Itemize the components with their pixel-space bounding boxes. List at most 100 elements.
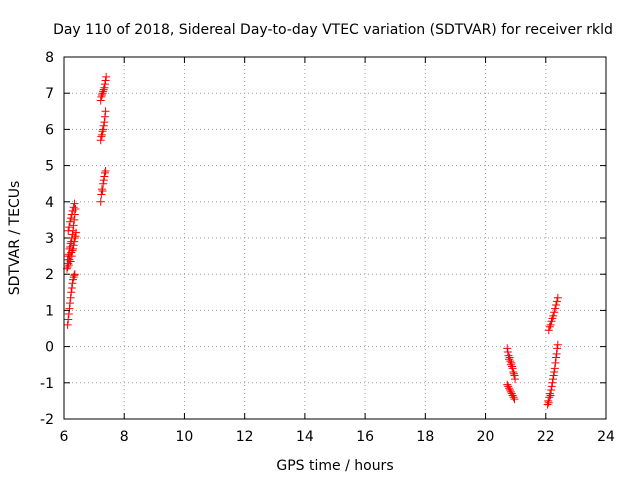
data-point (507, 389, 516, 398)
data-point (505, 386, 514, 395)
data-point (508, 362, 517, 371)
data-point (64, 252, 73, 261)
y-tick-label: 7 (45, 86, 54, 102)
data-point (503, 348, 512, 357)
data-point (70, 215, 79, 224)
y-axis-label: SDTVAR / TECUs (7, 181, 23, 296)
data-point (68, 230, 77, 239)
data-point (97, 92, 106, 101)
x-tick-label: 18 (416, 429, 434, 445)
data-point (102, 72, 111, 81)
y-tick-label: 2 (45, 267, 54, 283)
data-point (100, 83, 109, 92)
data-point (97, 132, 106, 141)
data-point (552, 297, 561, 306)
data-point (65, 304, 74, 313)
data-point (69, 203, 78, 212)
data-point (70, 199, 79, 208)
data-point (550, 367, 559, 376)
data-point (96, 197, 105, 206)
data-point (545, 322, 554, 331)
data-point (101, 107, 110, 116)
data-point (68, 206, 77, 215)
data-point (100, 118, 109, 127)
x-tick-label: 6 (60, 429, 69, 445)
data-point (66, 299, 75, 308)
data-point (67, 283, 76, 292)
y-tick-label: 3 (45, 231, 54, 247)
data-point (549, 371, 558, 380)
data-point (66, 217, 75, 226)
data-point (99, 87, 108, 96)
data-point (97, 130, 106, 139)
data-point (546, 391, 555, 400)
data-point (96, 136, 105, 145)
y-tick-label: 8 (45, 50, 54, 66)
data-point (544, 326, 553, 335)
data-point (506, 357, 515, 366)
data-point (98, 89, 107, 98)
data-point (64, 261, 73, 270)
y-tick-label: 1 (45, 303, 54, 319)
data-point (66, 243, 75, 252)
data-point (66, 239, 75, 248)
data-point (549, 375, 558, 384)
data-point (96, 96, 105, 105)
data-point (505, 353, 514, 362)
data-point (100, 80, 109, 89)
data-point (509, 367, 518, 376)
data-point (65, 223, 74, 232)
data-point (70, 271, 79, 280)
data-point (67, 288, 76, 297)
data-point (508, 391, 517, 400)
data-point (553, 344, 562, 353)
data-point (504, 351, 513, 360)
data-point (507, 358, 516, 367)
data-point (552, 353, 561, 362)
data-point (100, 168, 109, 177)
data-point (66, 214, 75, 223)
data-point (545, 389, 554, 398)
data-point (66, 293, 75, 302)
data-point (546, 320, 555, 329)
data-point (510, 395, 519, 404)
data-point (97, 190, 106, 199)
data-point (511, 375, 520, 384)
data-point (69, 221, 78, 230)
data-point (99, 121, 108, 130)
data-point (101, 167, 110, 176)
data-point (98, 186, 107, 195)
data-point (544, 396, 553, 405)
data-point (63, 262, 72, 271)
data-point (97, 91, 106, 100)
data-point (97, 185, 106, 194)
data-point (506, 360, 515, 369)
grid-lines (64, 57, 606, 419)
data-point (550, 308, 559, 317)
data-point (70, 270, 79, 279)
y-tick-label: -2 (40, 412, 54, 428)
data-point (548, 378, 557, 387)
x-tick-label: 16 (356, 429, 374, 445)
y-tick-label: -1 (40, 376, 54, 392)
data-point (544, 398, 553, 407)
y-tick-label: 4 (45, 195, 54, 211)
data-point (552, 349, 561, 358)
x-tick-label: 20 (477, 429, 495, 445)
x-tick-label: 14 (296, 429, 314, 445)
x-tick-label: 24 (597, 429, 615, 445)
data-point (68, 279, 77, 288)
x-axis-label: GPS time / hours (276, 458, 393, 474)
data-point (64, 315, 73, 324)
data-point (543, 400, 552, 409)
data-point (100, 172, 109, 181)
data-point (553, 293, 562, 302)
data-point (508, 364, 517, 373)
data-point (67, 210, 76, 219)
x-tick-label: 12 (236, 429, 254, 445)
data-point (99, 179, 108, 188)
data-point (551, 304, 560, 313)
data-point (551, 358, 560, 367)
data-point (547, 382, 556, 391)
